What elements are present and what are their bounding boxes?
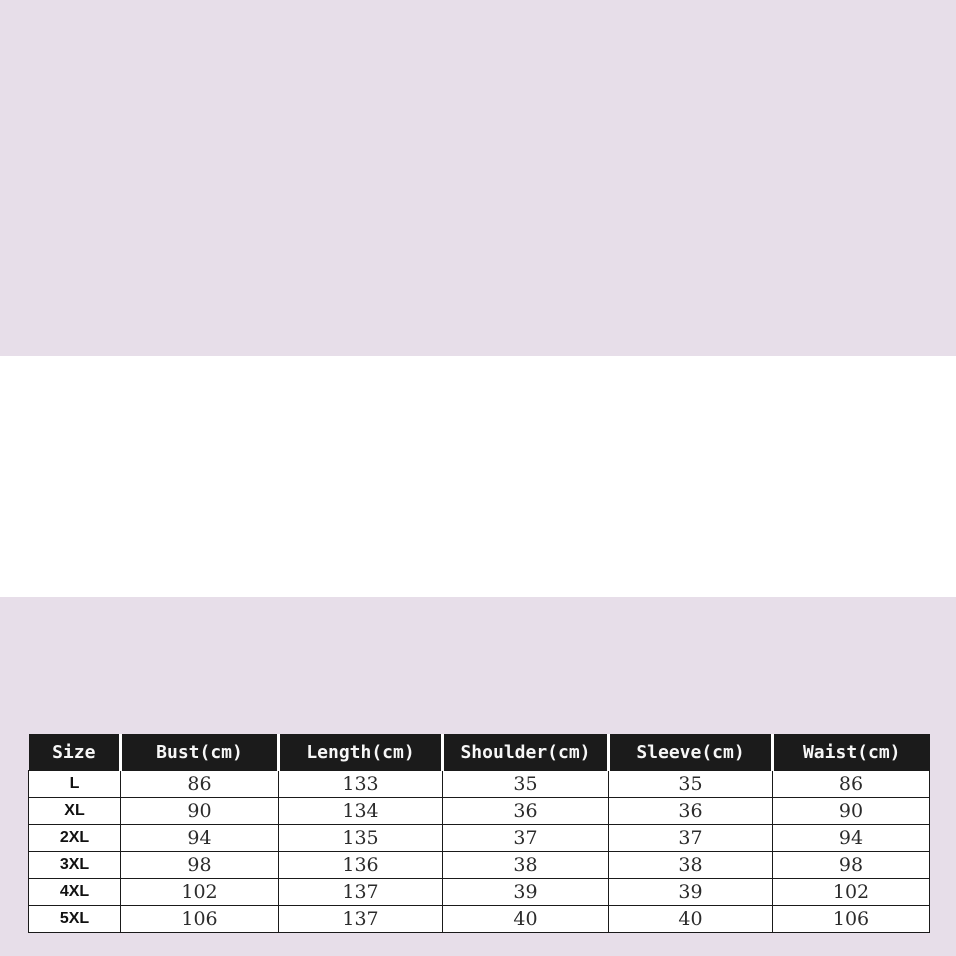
column-header-length: Length(cm) <box>277 734 443 771</box>
column-header-size: Size <box>28 734 121 771</box>
table-cell: 35 <box>608 770 773 798</box>
size-label: 2XL <box>28 824 121 852</box>
table-cell: 38 <box>442 851 609 879</box>
table-cell: 106 <box>120 905 279 933</box>
table-row: 5XL 106 137 40 40 106 <box>28 905 930 933</box>
table-row: 4XL 102 137 39 39 102 <box>28 878 930 906</box>
table-row: XL 90 134 36 36 90 <box>28 797 930 825</box>
table-cell: 36 <box>608 797 773 825</box>
table-cell: 134 <box>278 797 443 825</box>
table-cell: 94 <box>120 824 279 852</box>
table-cell: 102 <box>120 878 279 906</box>
size-chart-table: Size Bust(cm) Length(cm) Shoulder(cm) Sl… <box>28 734 930 933</box>
header-row: Size Bust(cm) Length(cm) Shoulder(cm) Sl… <box>28 734 930 771</box>
table-cell: 38 <box>608 851 773 879</box>
column-header-shoulder: Shoulder(cm) <box>441 734 609 771</box>
table-cell: 133 <box>278 770 443 798</box>
table-cell: 137 <box>278 878 443 906</box>
table-cell: 35 <box>442 770 609 798</box>
column-header-sleeve: Sleeve(cm) <box>607 734 773 771</box>
size-label: 4XL <box>28 878 121 906</box>
table-cell: 86 <box>772 770 930 798</box>
table-cell: 90 <box>120 797 279 825</box>
size-label: L <box>28 770 121 798</box>
table-cell: 37 <box>608 824 773 852</box>
table-row: 2XL 94 135 37 37 94 <box>28 824 930 852</box>
table-cell: 36 <box>442 797 609 825</box>
table-cell: 136 <box>278 851 443 879</box>
table-cell: 98 <box>772 851 930 879</box>
column-header-bust: Bust(cm) <box>119 734 279 771</box>
table-row: L 86 133 35 35 86 <box>28 770 930 798</box>
table-cell: 98 <box>120 851 279 879</box>
table-cell: 137 <box>278 905 443 933</box>
table-cell: 40 <box>608 905 773 933</box>
table-cell: 90 <box>772 797 930 825</box>
table-cell: 37 <box>442 824 609 852</box>
table-row: 3XL 98 136 38 38 98 <box>28 851 930 879</box>
table-cell: 39 <box>442 878 609 906</box>
size-chart-band: Size Bust(cm) Length(cm) Shoulder(cm) Sl… <box>0 356 956 933</box>
column-header-waist: Waist(cm) <box>771 734 930 771</box>
table-cell: 39 <box>608 878 773 906</box>
table-cell: 106 <box>772 905 930 933</box>
table-cell: 40 <box>442 905 609 933</box>
table-cell: 86 <box>120 770 279 798</box>
size-label: XL <box>28 797 121 825</box>
table-cell: 94 <box>772 824 930 852</box>
table-cell: 135 <box>278 824 443 852</box>
size-label: 5XL <box>28 905 121 933</box>
table-cell: 102 <box>772 878 930 906</box>
size-label: 3XL <box>28 851 121 879</box>
